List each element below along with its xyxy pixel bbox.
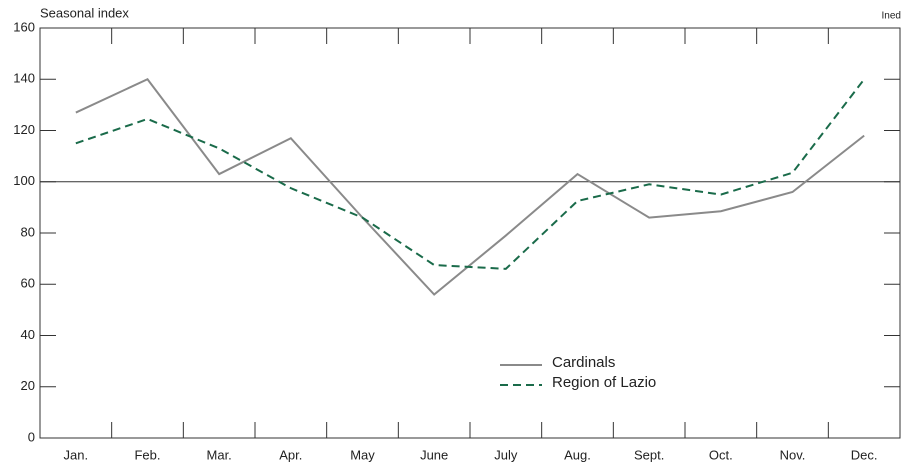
- y-tick-label: 160: [13, 19, 35, 34]
- x-tick-label: July: [494, 447, 518, 462]
- x-tick-label: Jan.: [64, 447, 89, 462]
- series-line: [75, 78, 865, 296]
- plot-frame: [39, 27, 901, 439]
- y-tick-label: 0: [28, 429, 35, 444]
- source: Ined: [882, 11, 901, 22]
- series-line: [75, 78, 865, 270]
- y-tick-label: 140: [13, 71, 35, 86]
- x-tick-label: Nov.: [780, 447, 806, 462]
- x-tick-label: Sept.: [634, 447, 664, 462]
- y-tick-label: 100: [13, 173, 35, 188]
- legend-label: Cardinals: [552, 354, 615, 371]
- y-tick-label: 120: [13, 122, 35, 137]
- y-tick-label: 40: [21, 327, 35, 342]
- legend-label: Region of Lazio: [552, 374, 656, 391]
- x-tick-label: Aug.: [564, 447, 591, 462]
- y-tick-label: 20: [21, 378, 35, 393]
- y-axis-label: Seasonal index: [40, 5, 129, 20]
- x-tick-label: Apr.: [279, 447, 302, 462]
- x-tick-label: June: [420, 447, 448, 462]
- y-tick-label: 80: [21, 224, 35, 239]
- x-tick-label: Mar.: [207, 447, 232, 462]
- x-tick-label: Feb.: [134, 447, 160, 462]
- x-tick-label: Dec.: [851, 447, 878, 462]
- x-tick-label: May: [350, 447, 375, 462]
- x-tick-label: Oct.: [709, 447, 733, 462]
- y-tick-label: 60: [21, 276, 35, 291]
